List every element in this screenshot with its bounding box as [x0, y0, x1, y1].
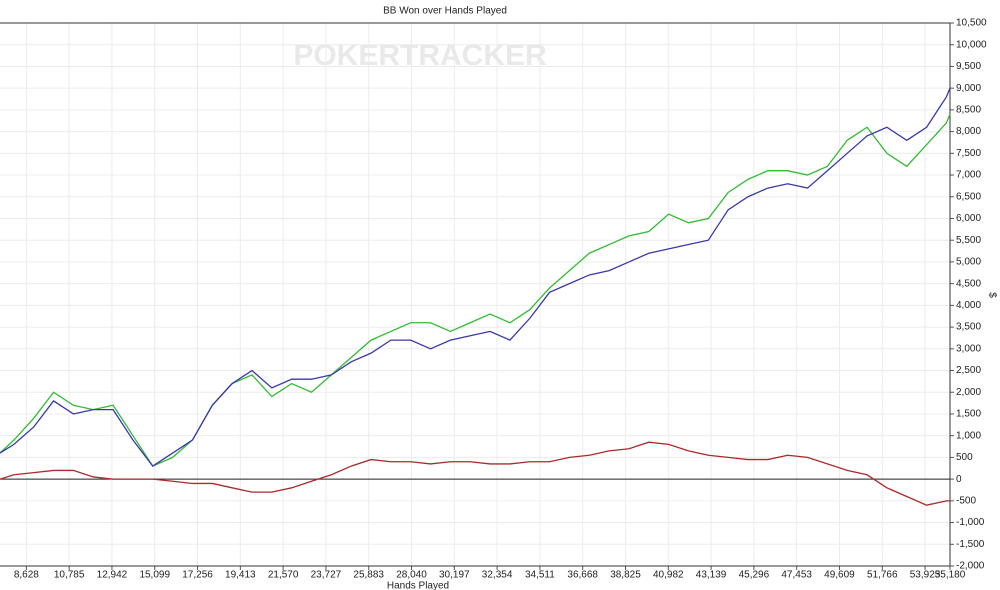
- y-tick-label: 3,500: [956, 322, 981, 333]
- x-tick-label: 19,413: [225, 570, 256, 581]
- y-tick-label: 2,500: [956, 365, 981, 376]
- y-tick-label: 0: [956, 474, 962, 485]
- x-tick-label: 8,628: [14, 570, 39, 581]
- grid: [0, 22, 951, 567]
- x-tick-label: 17,256: [182, 570, 213, 581]
- x-tick-label: 32,354: [482, 570, 513, 581]
- x-tick-label: 30,197: [439, 570, 470, 581]
- x-tick-label: 25,883: [353, 570, 384, 581]
- x-tick-label: 40,982: [653, 570, 684, 581]
- series-line: [0, 441, 950, 506]
- x-axis-label: Hands Played: [387, 581, 449, 590]
- y-tick-label: 6,000: [956, 213, 981, 224]
- y-tick-label: -2,000: [956, 561, 985, 572]
- x-tick-label: 34,511: [525, 570, 555, 581]
- y-tick-label: -1,500: [956, 539, 985, 550]
- x-tick-label: 15,099: [139, 570, 170, 581]
- y-tick-label: 1,000: [956, 430, 981, 441]
- x-tick-label: 45,296: [739, 570, 770, 581]
- x-tick-label: 51,766: [867, 570, 898, 581]
- y-tick-label: -500: [956, 495, 976, 506]
- y-tick-label: 7,000: [956, 170, 981, 181]
- x-tick-label: 43,139: [696, 570, 727, 581]
- x-tick-label: 53,923: [910, 570, 941, 581]
- y-tick-label: 4,000: [956, 300, 981, 311]
- x-tick-label: 12,942: [97, 570, 128, 581]
- y-tick-label: 9,500: [956, 61, 981, 72]
- x-tick-label: 28,040: [396, 570, 427, 581]
- y-tick-label: 2,000: [956, 387, 981, 398]
- y-tick-label: -1,000: [956, 517, 985, 528]
- series-line: [0, 113, 951, 467]
- y-tick-label: 7,500: [956, 148, 981, 159]
- x-tick-label: 36,668: [567, 570, 598, 581]
- chart-title: BB Won over Hands Played: [383, 6, 507, 17]
- y-tick-label: 10,000: [956, 39, 987, 50]
- y-tick-label: 3,000: [956, 343, 981, 354]
- y-tick-label: 4,500: [956, 278, 981, 289]
- y-tick-label: 6,500: [956, 191, 981, 202]
- y-tick-label: 8,500: [956, 105, 981, 116]
- x-tick-label: 38,825: [610, 570, 641, 581]
- y-tick-label: 500: [956, 452, 973, 463]
- x-tick-label: 21,570: [268, 570, 299, 581]
- y-axis-label: $: [986, 292, 997, 298]
- y-tick-label: 9,000: [956, 83, 981, 94]
- x-tick-label: 49,609: [824, 570, 855, 581]
- x-tick-label: 23,727: [311, 570, 342, 581]
- series-line: [0, 87, 951, 467]
- y-tick-label: 5,500: [956, 235, 981, 246]
- y-tick-label: 8,000: [956, 126, 981, 137]
- x-tick-label: 47,453: [781, 570, 812, 581]
- watermark: POKERTRACKER: [293, 39, 547, 72]
- x-tick-label: 10,785: [54, 570, 85, 581]
- y-tick-label: 5,000: [956, 257, 981, 268]
- x-tick-label: 55,180: [935, 570, 966, 581]
- y-tick-label: 10,500: [956, 18, 987, 29]
- y-tick-label: 1,500: [956, 409, 981, 420]
